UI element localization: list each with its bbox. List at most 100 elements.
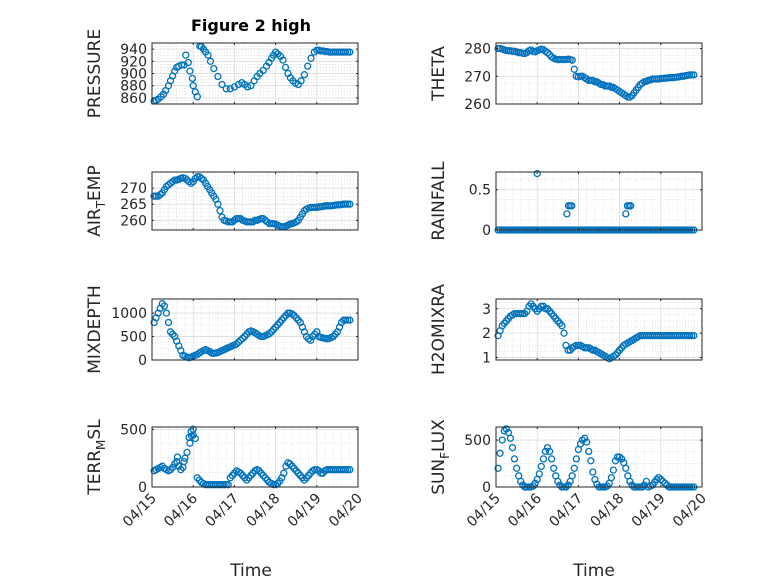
marker-rainfall — [533, 169, 541, 178]
marker-terr_msl — [189, 425, 197, 433]
marker-pressure — [344, 48, 352, 56]
marker-theta — [570, 65, 578, 73]
y-tick-label: 280 — [464, 42, 491, 58]
marker-sunflux — [545, 447, 554, 456]
y-tick-label: 3 — [482, 302, 491, 318]
marker-sunflux — [531, 479, 539, 487]
marker-rainfall — [627, 202, 635, 210]
marker-sunflux — [585, 447, 593, 456]
marker-sunflux — [554, 477, 562, 486]
y-tick-label: 0.5 — [469, 183, 491, 199]
marker-sunflux — [564, 481, 572, 489]
marker-terr_msl — [220, 481, 228, 489]
y-axis-label-mixdepth: MIXDEPTH — [85, 285, 105, 374]
y-tick-label: 880 — [120, 79, 147, 95]
marker-sunflux — [653, 475, 661, 484]
marker-pressure — [279, 56, 287, 64]
x-axis-label-left: Time — [229, 561, 272, 581]
marker-pressure — [222, 85, 230, 93]
marker-sunflux — [494, 464, 502, 472]
y-tick-label: 900 — [120, 67, 147, 83]
marker-terr_msl — [311, 466, 319, 474]
marker-terr_msl — [341, 466, 350, 474]
marker-mixdepth — [160, 302, 169, 310]
marker-sunflux — [657, 475, 665, 484]
y-axis-label-h2omixra: H2OMIXRA — [429, 284, 449, 375]
marker-theta — [685, 71, 694, 79]
marker-sunflux — [498, 436, 506, 444]
marker-pressure — [300, 71, 309, 79]
marker-air_temp — [214, 200, 222, 208]
marker-pressure — [281, 63, 290, 72]
y-tick-label: 260 — [464, 97, 491, 113]
marker-sunflux — [537, 462, 545, 471]
y-tick-label: 270 — [120, 181, 147, 197]
axes-box — [151, 426, 359, 488]
marker-air_temp — [344, 200, 352, 208]
marker-rainfall — [568, 202, 576, 210]
marker-h2omixra — [688, 331, 696, 340]
marker-sunflux — [543, 443, 552, 452]
marker-terr_msl — [346, 466, 354, 474]
marker-pressure — [182, 51, 190, 59]
marker-sunflux — [512, 464, 521, 472]
marker-sunflux — [517, 477, 525, 486]
marker-sunflux — [607, 473, 616, 482]
marker-terr_msl — [180, 457, 188, 466]
y-tick-label: 260 — [120, 213, 147, 229]
x-axis-label-right: Time — [572, 561, 615, 581]
marker-pressure — [206, 57, 215, 65]
marker-air_temp — [185, 178, 193, 186]
marker-sunflux — [572, 455, 580, 463]
marker-sunflux — [508, 443, 517, 452]
y-tick-label: 0 — [482, 480, 491, 496]
marker-mixdepth — [346, 316, 354, 324]
marker-air_temp — [346, 200, 354, 208]
marker-h2omixra — [582, 344, 591, 352]
marker-sunflux — [615, 453, 624, 461]
marker-terr_msl — [173, 453, 182, 461]
marker-sunflux — [500, 427, 508, 435]
marker-sunflux — [570, 464, 578, 472]
marker-mixdepth — [164, 318, 173, 327]
marker-pressure — [193, 93, 201, 101]
y-axis-label-pressure: PRESSURE — [85, 29, 105, 118]
y-tick-label: 1000 — [111, 306, 147, 322]
marker-pressure — [346, 48, 354, 56]
marker-sunflux — [611, 457, 620, 465]
marker-air_temp — [341, 200, 350, 208]
marker-sunflux — [618, 455, 626, 463]
marker-pressure — [188, 74, 197, 83]
axes-box — [151, 298, 359, 361]
marker-sunflux — [613, 453, 622, 461]
marker-pressure — [307, 54, 315, 62]
marker-sunflux — [519, 481, 527, 489]
marker-sunflux — [502, 425, 510, 433]
marker-pressure — [204, 51, 212, 59]
marker-mixdepth — [162, 309, 171, 317]
marker-h2omixra — [558, 322, 566, 330]
marker-rainfall — [622, 210, 630, 218]
marker-mixdepth — [234, 338, 243, 346]
subplot-mixdepth: 0 500 1000 MIXDEPTH — [85, 285, 359, 374]
y-tick-label: 0 — [138, 480, 147, 496]
marker-h2omixra — [690, 331, 698, 340]
marker-terr_msl — [183, 448, 191, 457]
marker-theta — [624, 93, 632, 101]
axes-box — [495, 426, 703, 488]
marker-h2omixra — [574, 341, 583, 350]
marker-sunflux — [659, 477, 667, 486]
marker-sunflux — [547, 455, 556, 463]
marker-mixdepth — [341, 316, 350, 324]
marker-pressure — [297, 77, 305, 85]
marker-h2omixra — [685, 331, 694, 340]
y-axis-label-terr_msl: TERRMSL — [85, 419, 108, 496]
y-tick-label: 0 — [482, 223, 491, 239]
marker-sunflux — [550, 464, 558, 472]
marker-pressure — [304, 62, 312, 70]
y-tick-label: 500 — [464, 433, 491, 449]
